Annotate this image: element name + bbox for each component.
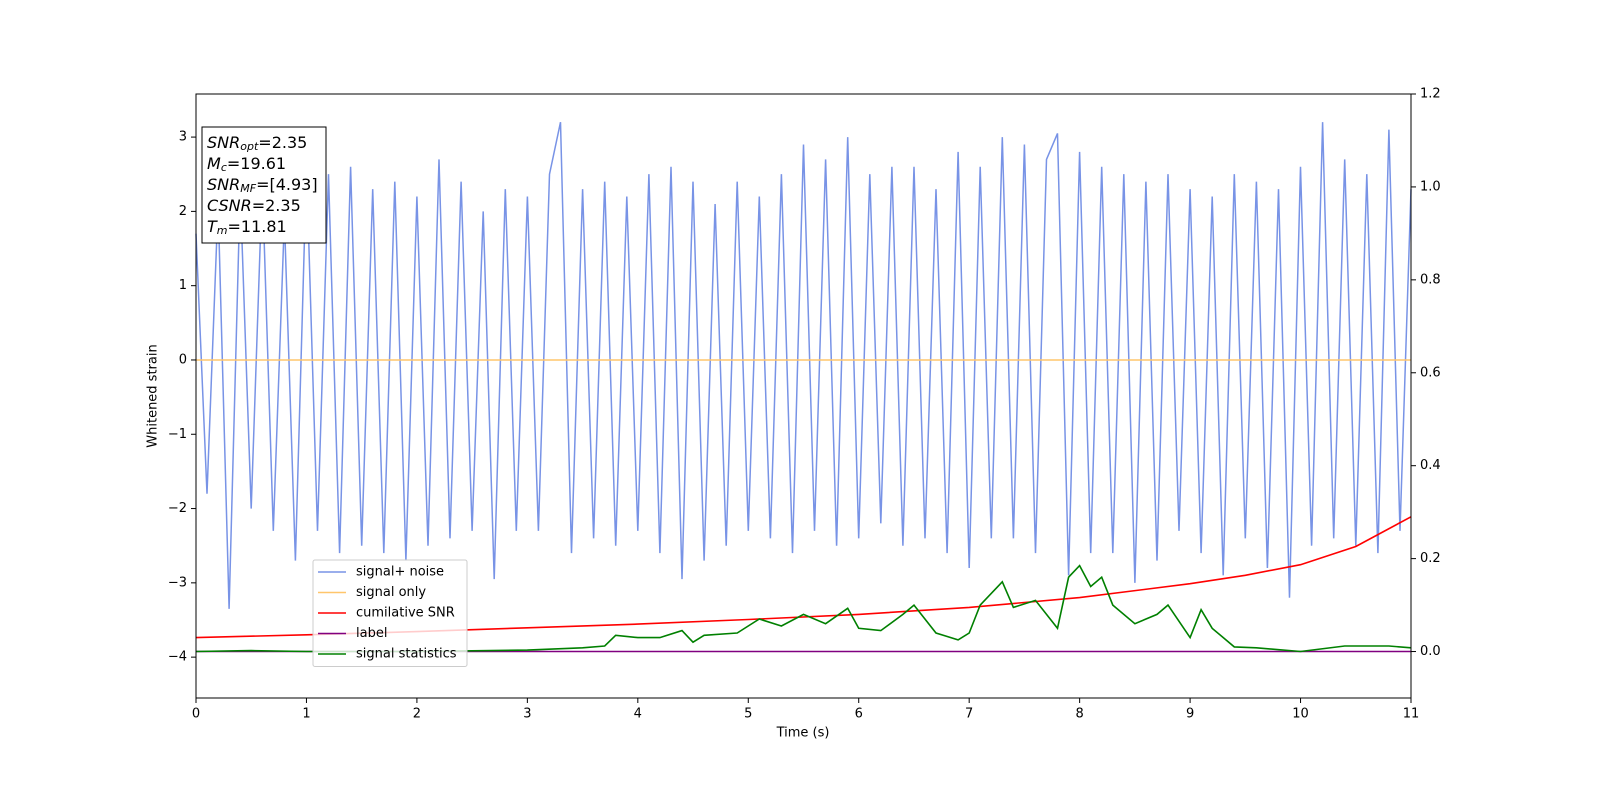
y-tick-label: 3: [179, 130, 187, 145]
annotation-value: =11.81: [228, 217, 287, 236]
annotation-line: SNRMF=[4.93]: [207, 175, 318, 196]
annotation-value: =2.35: [258, 133, 307, 152]
annotation-line: SNRopt=2.35: [207, 133, 307, 154]
annotation-line: CSNR=2.35: [207, 196, 301, 215]
y2-tick-label: 0.4: [1420, 458, 1441, 473]
legend-label: signal statistics: [356, 647, 457, 662]
annotation-value: =19.61: [227, 154, 286, 173]
plot-frame: [195, 93, 1412, 699]
y-tick-label: −1: [168, 427, 187, 442]
legend-box: [312, 559, 468, 667]
annotation-symbol: SNR: [207, 175, 240, 194]
legend: signal+ noise signal only cumilative SNR la…: [312, 559, 468, 667]
annotation-box: [201, 126, 327, 244]
y-axis-label: Whitened strain: [146, 344, 161, 447]
x-tick-label: 9: [1186, 707, 1194, 722]
y2-tick-label: 0.6: [1420, 365, 1441, 380]
x-tick-label: 0: [192, 707, 200, 722]
x-tick-label: 10: [1292, 707, 1309, 722]
y-tick-label: 0: [179, 352, 187, 367]
x-tick-label: 3: [523, 707, 531, 722]
x-tick-label: 11: [1403, 707, 1420, 722]
y2-tick-label: 0.2: [1420, 551, 1441, 566]
legend-label: cumilative SNR: [356, 606, 455, 621]
legend-label: signal+ noise: [356, 565, 444, 580]
y-tick-label: 1: [179, 278, 187, 293]
y2-tick-label: 0.0: [1420, 644, 1441, 659]
x-axis-label: Time (s): [776, 726, 830, 741]
x-tick-label: 6: [855, 707, 863, 722]
annotation-subscript: m: [217, 224, 228, 237]
legend-label: label: [356, 626, 387, 641]
annotation-line: Mc=19.61: [207, 154, 286, 175]
annotation-symbol: T: [207, 217, 218, 236]
annotation-value: =[4.93]: [256, 175, 318, 194]
x-tick-label: 5: [744, 707, 752, 722]
annotation-line: Tm=11.81: [207, 217, 287, 238]
annotation-symbol: CSNR: [207, 196, 252, 215]
y-tick-label: −3: [168, 575, 187, 590]
annotation-subscript: MF: [240, 182, 256, 195]
annotation: SNRopt=2.35Mc=19.61SNRMF=[4.93]CSNR=2.35…: [201, 126, 327, 244]
annotation-value: =2.35: [252, 196, 301, 215]
x-tick-label: 8: [1075, 707, 1083, 722]
legend-label: signal only: [356, 585, 426, 600]
series-line: [195, 122, 1412, 609]
y-tick-label: −2: [168, 501, 187, 516]
y2-tick-label: 0.8: [1420, 272, 1441, 287]
x-tick-label: 1: [302, 707, 310, 722]
y-tick-label: −4: [168, 650, 187, 665]
y2-tick-label: 1.2: [1420, 87, 1441, 102]
annotation-subscript: opt: [240, 140, 259, 153]
annotation-symbol: SNR: [207, 133, 240, 152]
y-tick-label: 2: [179, 204, 187, 219]
x-tick-label: 7: [965, 707, 973, 722]
x-tick-label: 4: [634, 707, 642, 722]
annotation-subscript: c: [221, 161, 227, 174]
annotation-symbol: M: [207, 154, 221, 173]
x-tick-label: 2: [413, 707, 421, 722]
y2-tick-label: 1.0: [1420, 179, 1441, 194]
series-line: [195, 564, 1412, 653]
